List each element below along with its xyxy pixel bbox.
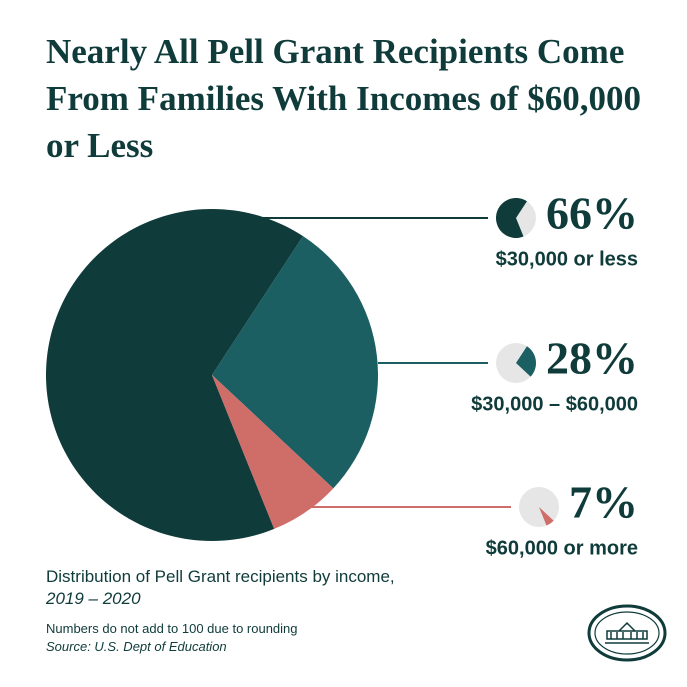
pie-slice [212, 236, 378, 489]
value-label: 7% [569, 477, 638, 528]
pie-slice [212, 375, 334, 529]
icon-slice [539, 507, 554, 526]
caption-period: 2019 – 2020 [45, 589, 141, 608]
caption: Distribution of Pell Grant recipients by… [46, 567, 395, 586]
value-label: 66% [546, 188, 638, 239]
note: Numbers do not add to 100 due to roundin… [46, 621, 298, 636]
logo [587, 604, 667, 662]
category-label: $30,000 or less [496, 248, 638, 270]
icon-slice [496, 198, 527, 238]
logo-ring [587, 604, 667, 662]
pie-slice [45, 208, 304, 541]
category-label: $60,000 or more [486, 537, 638, 559]
logo-building [605, 621, 649, 644]
source: Source: U.S. Dept of Education [46, 639, 227, 654]
logo-ring-inner [594, 611, 660, 655]
icon-slice [516, 346, 536, 377]
chart-title: Nearly All Pell Grant Recipients Come Fr… [46, 32, 641, 165]
category-label: $30,000 – $60,000 [471, 393, 638, 415]
value-label: 28% [546, 333, 638, 384]
